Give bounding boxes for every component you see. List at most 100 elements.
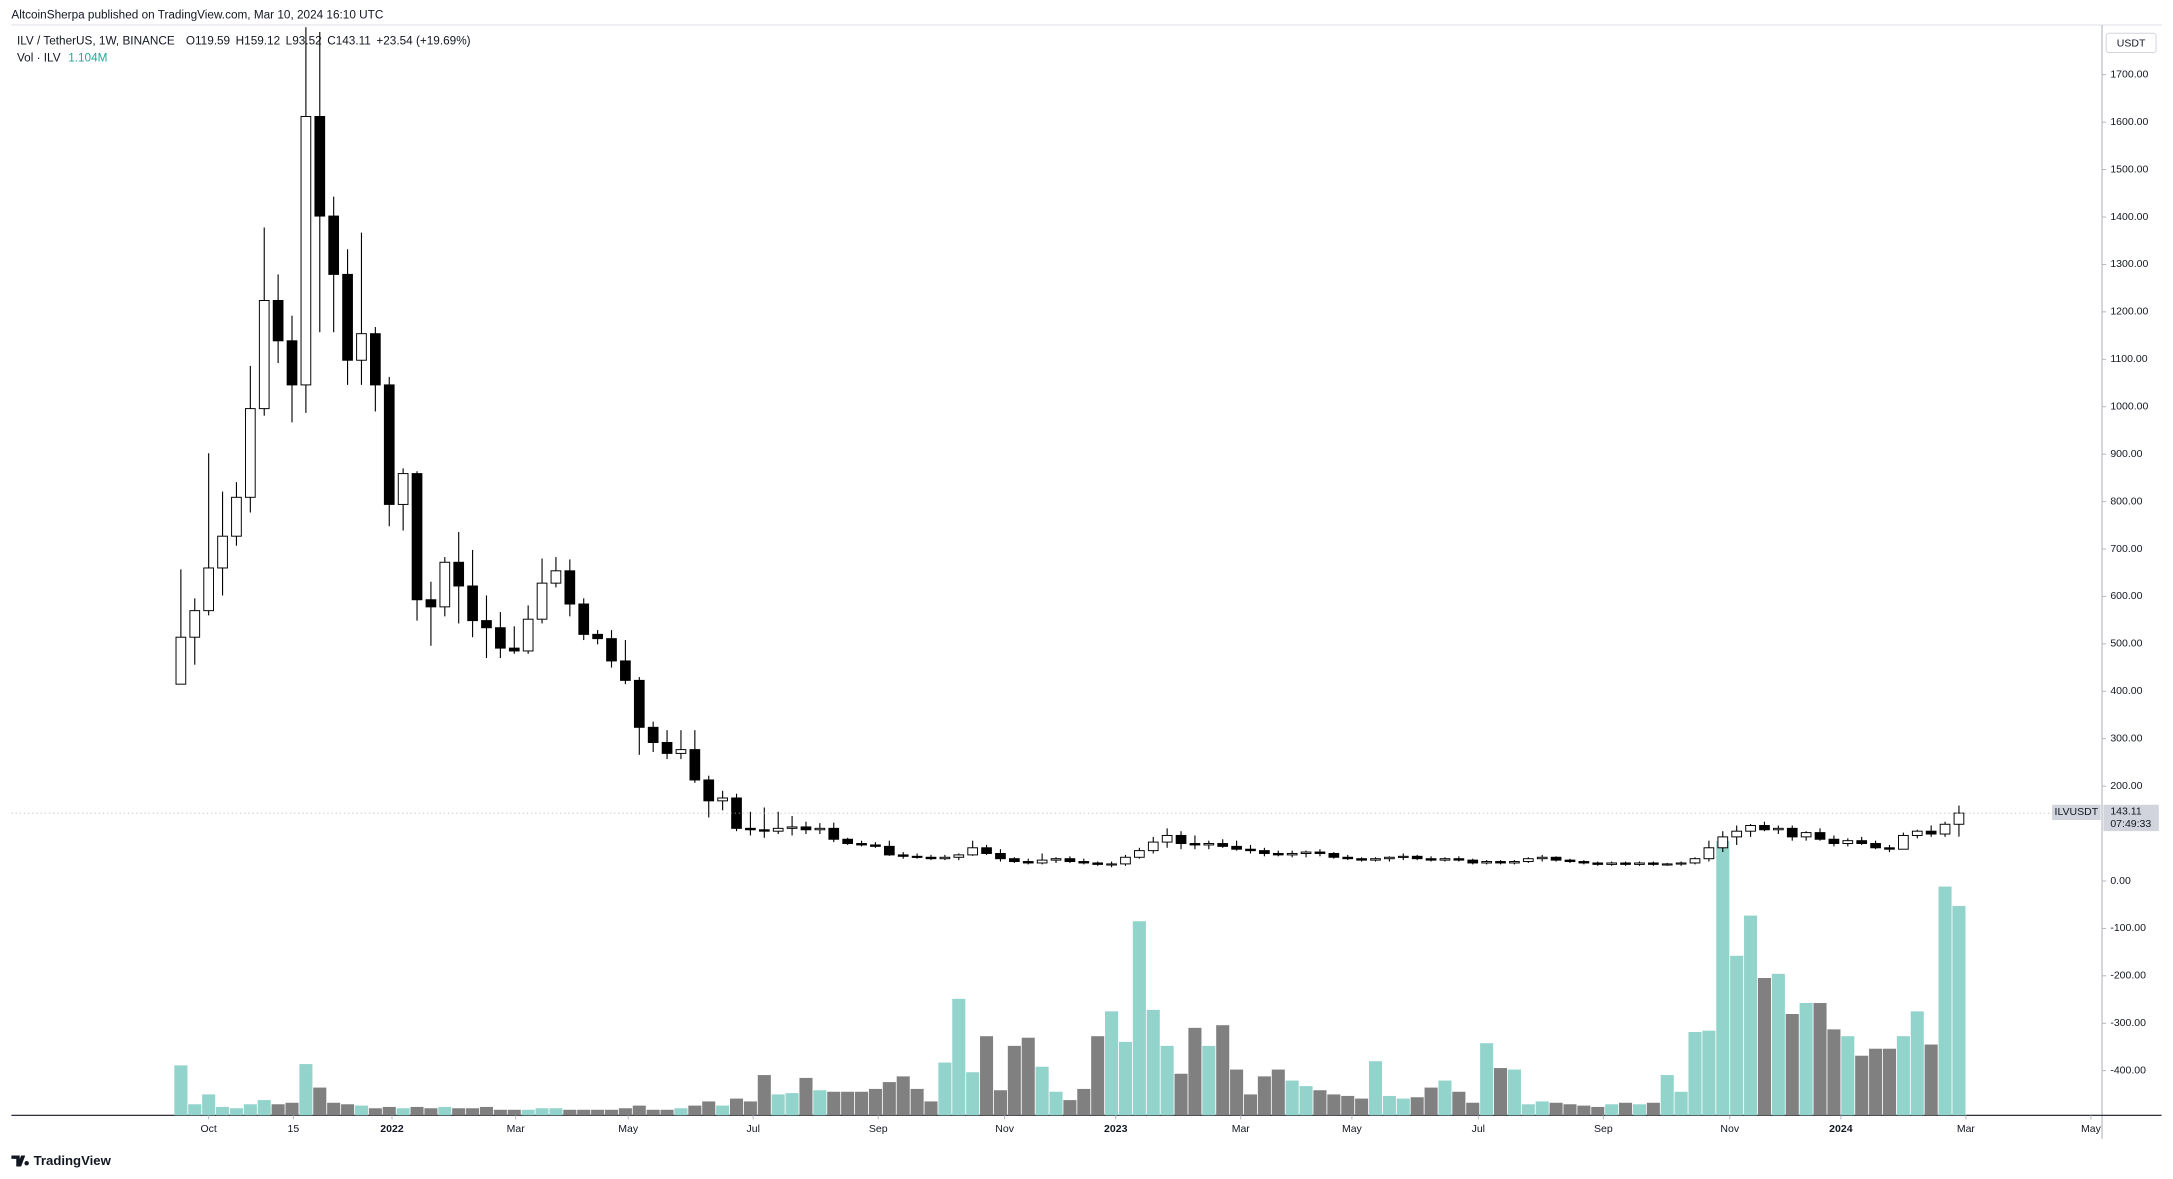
- x-tick-label: Jul: [746, 1123, 759, 1135]
- volume-bar: [1605, 1104, 1619, 1116]
- candle-body: [1439, 858, 1451, 861]
- volume-bar: [1535, 1101, 1549, 1116]
- candle-body: [1536, 856, 1548, 860]
- candle-body: [606, 638, 617, 662]
- symbol: ILV / TetherUS, 1W, BINANCE: [17, 35, 175, 48]
- candle-body: [883, 845, 895, 856]
- volume-bar: [452, 1108, 466, 1116]
- candle-body: [842, 838, 853, 845]
- volume-bar: [1716, 840, 1730, 1116]
- tradingview-logo: TradingView: [11, 1153, 112, 1168]
- currency-box[interactable]: [2105, 32, 2157, 54]
- y-tick-label: 700.00: [2110, 543, 2142, 555]
- candle-body: [953, 854, 965, 858]
- candle-body: [189, 610, 201, 638]
- candle-body: [1564, 859, 1576, 863]
- volume-bar: [1480, 1043, 1494, 1116]
- candle-body: [703, 779, 715, 802]
- volume-bar: [549, 1108, 563, 1116]
- volume-bar: [1549, 1102, 1563, 1116]
- volume-bar: [1757, 977, 1771, 1116]
- volume-bar: [896, 1076, 910, 1116]
- y-tick-label: 300.00: [2110, 732, 2142, 744]
- volume-bar: [993, 1090, 1007, 1116]
- candle-body: [1342, 856, 1354, 860]
- volume-bar: [841, 1091, 855, 1116]
- volume-bar: [1188, 1027, 1202, 1116]
- x-tick-label: May: [618, 1123, 639, 1135]
- candle-body: [342, 273, 353, 361]
- candle-body: [828, 827, 840, 840]
- volume-bar: [493, 1109, 507, 1116]
- candle-body: [1634, 862, 1645, 865]
- volume-bar: [1674, 1091, 1688, 1116]
- volume-bar: [410, 1106, 424, 1116]
- volume-bar: [535, 1108, 549, 1116]
- volume-bar: [1216, 1025, 1230, 1116]
- volume-bar: [1285, 1080, 1299, 1116]
- volume-bar: [980, 1036, 994, 1116]
- candle-body: [1800, 832, 1812, 838]
- volume-bar: [1368, 1061, 1383, 1116]
- volume-bar: [1827, 1029, 1841, 1116]
- candle-body: [244, 408, 256, 498]
- volume-bar: [1118, 1041, 1133, 1116]
- candle-body: [258, 300, 270, 410]
- volume-bar: [299, 1064, 313, 1116]
- volume-label: Vol · ILV: [17, 51, 61, 64]
- candle-body: [592, 633, 603, 640]
- candle-body: [1078, 861, 1090, 864]
- volume-bar: [563, 1109, 577, 1116]
- y-tick-label: 600.00: [2110, 590, 2142, 602]
- volume-bar: [1855, 1055, 1869, 1116]
- candle-body: [758, 829, 770, 832]
- candle-body: [1120, 856, 1131, 865]
- candle-body: [870, 844, 881, 847]
- candle-body: [1925, 830, 1937, 835]
- volume-value: 1.104M: [68, 51, 107, 64]
- x-tick-label: Jul: [1472, 1123, 1485, 1135]
- volume-bar: [424, 1108, 438, 1116]
- candle-body: [1050, 858, 1062, 861]
- x-tick-label: Nov: [995, 1123, 1014, 1135]
- volume-bar: [229, 1108, 243, 1116]
- candle-body: [1189, 843, 1201, 846]
- y-tick-label: 800.00: [2110, 495, 2142, 507]
- candle-body: [383, 384, 395, 505]
- candle-body: [1036, 859, 1048, 864]
- x-tick-label: Mar: [507, 1123, 526, 1135]
- candle-body: [286, 340, 298, 386]
- volume-bar: [1869, 1048, 1883, 1116]
- volume-bar: [591, 1109, 605, 1116]
- volume-bar: [1341, 1095, 1355, 1116]
- currency: USDT: [2117, 37, 2146, 49]
- candle-body: [411, 473, 423, 601]
- brand: TradingView: [34, 1153, 112, 1168]
- x-tick-label: Mar: [1957, 1123, 1976, 1135]
- candle-body: [1745, 825, 1756, 832]
- candle-body: [689, 749, 701, 781]
- volume-bar: [743, 1101, 757, 1116]
- x-tick-label: Mar: [1232, 1123, 1251, 1135]
- volume-bar: [327, 1102, 341, 1116]
- volume-bar: [1744, 915, 1758, 1116]
- candle-body: [1647, 862, 1659, 865]
- candle-body: [1898, 834, 1909, 850]
- candle-body: [1300, 851, 1312, 854]
- candle-body: [1731, 830, 1743, 838]
- volume-bar: [1355, 1098, 1369, 1116]
- candle-body: [1773, 827, 1784, 831]
- candle-body: [1272, 852, 1284, 856]
- volume-bar: [1952, 905, 1966, 1116]
- candle-body: [231, 496, 242, 537]
- volume-bar: [938, 1062, 952, 1116]
- candle-body: [1092, 862, 1104, 865]
- candle-body: [1286, 852, 1298, 856]
- y-tick-label: -400.00: [2110, 1064, 2146, 1076]
- candle-body: [1425, 858, 1437, 861]
- ohlc-value: L93.52: [286, 35, 322, 48]
- y-tick-label: -100.00: [2110, 922, 2146, 934]
- volume-bar: [341, 1104, 355, 1116]
- x-tick-label: Sep: [1594, 1123, 1613, 1135]
